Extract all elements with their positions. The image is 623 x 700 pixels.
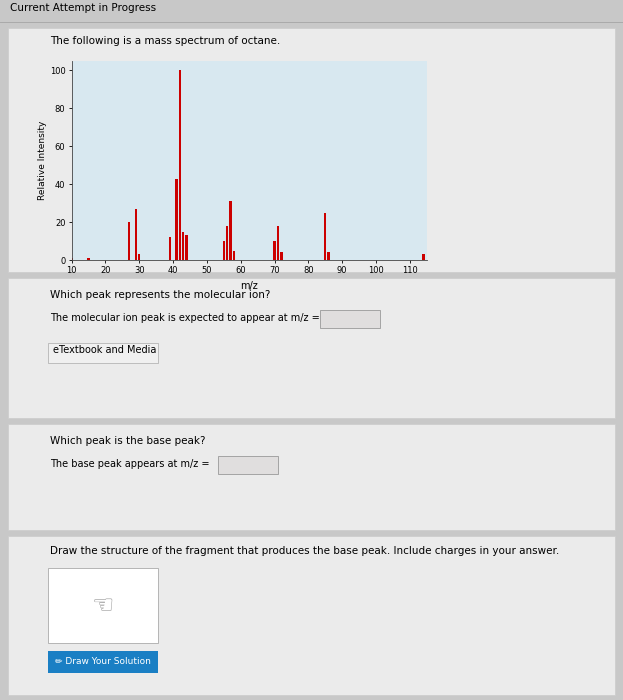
Text: Which peak is the base peak?: Which peak is the base peak? <box>50 436 206 446</box>
Bar <box>87 258 90 260</box>
Bar <box>277 226 279 260</box>
Bar <box>229 201 232 260</box>
Bar <box>186 235 188 260</box>
FancyBboxPatch shape <box>48 568 158 643</box>
Text: ✏ Draw Your Solution: ✏ Draw Your Solution <box>55 657 151 666</box>
Bar <box>70 258 73 260</box>
Bar <box>273 241 276 260</box>
Bar <box>233 251 235 260</box>
Bar <box>135 209 137 260</box>
Bar <box>328 253 330 260</box>
Bar <box>182 232 184 260</box>
FancyBboxPatch shape <box>8 536 615 695</box>
Bar <box>422 254 424 260</box>
Bar <box>138 254 140 260</box>
Bar <box>175 178 178 260</box>
Text: Which peak represents the molecular ion?: Which peak represents the molecular ion? <box>50 290 270 300</box>
Text: The following is a mass spectrum of octane.: The following is a mass spectrum of octa… <box>50 36 280 46</box>
FancyBboxPatch shape <box>8 278 615 418</box>
FancyBboxPatch shape <box>218 456 278 474</box>
Bar <box>128 222 130 260</box>
FancyBboxPatch shape <box>48 651 158 673</box>
Text: The molecular ion peak is expected to appear at m/z =: The molecular ion peak is expected to ap… <box>50 313 320 323</box>
Y-axis label: Relative Intensity: Relative Intensity <box>38 121 47 200</box>
Bar <box>280 253 282 260</box>
Text: ☜: ☜ <box>92 594 114 618</box>
Text: Draw the structure of the fragment that produces the base peak. Include charges : Draw the structure of the fragment that … <box>50 546 559 556</box>
X-axis label: m/z: m/z <box>240 281 258 290</box>
Bar <box>169 237 171 260</box>
Bar <box>226 226 229 260</box>
Text: Current Attempt in Progress: Current Attempt in Progress <box>10 3 156 13</box>
FancyBboxPatch shape <box>320 310 380 328</box>
FancyBboxPatch shape <box>8 28 615 272</box>
Text: The base peak appears at m/z =: The base peak appears at m/z = <box>50 459 209 469</box>
FancyBboxPatch shape <box>8 424 615 530</box>
FancyBboxPatch shape <box>48 343 158 363</box>
Bar <box>179 71 181 260</box>
Text: eTextbook and Media: eTextbook and Media <box>53 345 156 355</box>
Bar <box>222 241 225 260</box>
Bar <box>324 213 326 260</box>
FancyBboxPatch shape <box>0 0 623 22</box>
